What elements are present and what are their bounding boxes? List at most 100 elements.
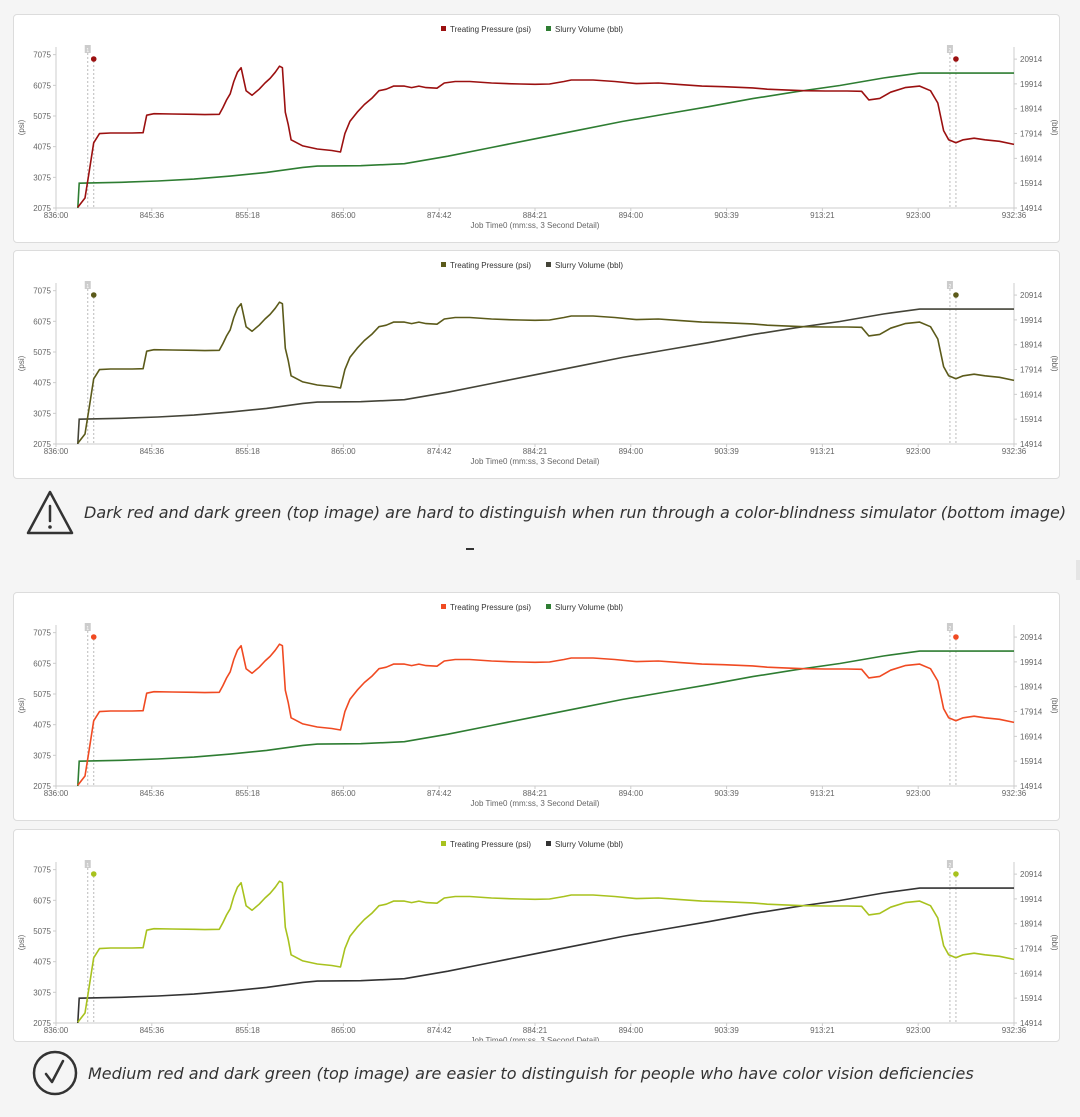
legend-label-pressure: Treating Pressure (psi) [450, 25, 531, 34]
event-marker-dot [90, 871, 97, 877]
chart-2: Treating Pressure (psi) Slurry Volume (bb… [17, 261, 1059, 466]
y-tick-label-left: 3075 [33, 173, 51, 182]
x-tick-label: 932:36 [1002, 211, 1027, 220]
chart-panel-2: Treating Pressure (psi) Slurry Volume (bb… [13, 250, 1060, 479]
y-axis-title-right: (bbl) [1050, 355, 1059, 371]
event-marker-flag [84, 281, 91, 289]
event-marker-flag [84, 623, 91, 631]
y-tick-label-right: 16914 [1020, 154, 1043, 163]
event-marker-flag [946, 281, 953, 289]
x-tick-label: 836:00 [44, 447, 69, 456]
series-line-treating-pressure [77, 301, 1015, 444]
y-tick-label-right: 15914 [1020, 757, 1043, 766]
y-tick-label-left: 6075 [33, 81, 51, 90]
x-tick-label: 903:39 [714, 211, 739, 220]
legend-label-volume: Slurry Volume (bbl) [555, 603, 623, 612]
legend-label-pressure: Treating Pressure (psi) [450, 840, 531, 849]
x-tick-label: 836:00 [44, 1026, 69, 1035]
legend-swatch-volume [546, 841, 551, 846]
y-tick-label-right: 20914 [1020, 55, 1043, 64]
y-tick-label-left: 2075 [33, 440, 51, 449]
x-tick-label: 923:00 [906, 447, 931, 456]
y-axis-title-left: (psi) [17, 697, 26, 713]
x-tick-label: 913:21 [810, 789, 835, 798]
legend-swatch-pressure [441, 604, 446, 609]
x-tick-label: 923:00 [906, 1026, 931, 1035]
x-tick-label: 913:21 [810, 211, 835, 220]
y-tick-label-right: 20914 [1020, 870, 1043, 879]
y-tick-label-right: 19914 [1020, 895, 1043, 904]
x-tick-label: 884:21 [523, 211, 548, 220]
event-marker-dot [90, 634, 97, 640]
y-tick-label-left: 5075 [33, 927, 51, 936]
y-tick-label-left: 3075 [33, 751, 51, 760]
series-line-treating-pressure [77, 65, 1015, 208]
event-marker-flag [946, 45, 953, 53]
y-tick-label-right: 18914 [1020, 920, 1043, 929]
event-marker-flag [84, 860, 91, 868]
event-marker-dot [953, 871, 959, 877]
x-tick-label: 836:00 [44, 211, 69, 220]
warning-note: Dark red and dark green (top image) are … [26, 490, 1066, 535]
x-tick-label: 923:00 [906, 789, 931, 798]
y-tick-label-right: 18914 [1020, 683, 1043, 692]
y-axis-title-right: (bbl) [1050, 934, 1059, 950]
y-tick-label-left: 4075 [33, 143, 51, 152]
y-axis-title-right: (bbl) [1050, 697, 1059, 713]
chart-4: Treating Pressure (psi) Slurry Volume (bb… [17, 840, 1059, 1041]
event-marker-label: 2 [949, 48, 952, 54]
event-marker-label: 1 [86, 284, 89, 290]
event-marker-label: 2 [949, 626, 952, 632]
separator-mark [466, 548, 474, 550]
event-marker-label: 2 [949, 284, 952, 290]
x-tick-label: 855:18 [235, 1026, 260, 1035]
x-tick-label: 932:36 [1002, 1026, 1027, 1035]
y-tick-label-right: 14914 [1020, 1019, 1043, 1028]
event-marker-label: 1 [86, 48, 89, 54]
chart-panel-1: Treating Pressure (psi) Slurry Volume (bb… [13, 14, 1060, 243]
x-tick-label: 884:21 [523, 447, 548, 456]
ok-note: Medium red and dark green (top image) ar… [32, 1050, 1062, 1096]
y-tick-label-right: 17914 [1020, 945, 1043, 954]
y-tick-label-left: 4075 [33, 379, 51, 388]
event-marker-flag [946, 623, 953, 631]
x-axis-title: Job Time0 (mm:ss, 3 Second Detail) [471, 457, 600, 466]
event-marker-dot [90, 292, 97, 298]
legend-label-pressure: Treating Pressure (psi) [450, 261, 531, 270]
y-tick-label-left: 6075 [33, 317, 51, 326]
x-tick-label: 894:00 [619, 447, 644, 456]
series-line-treating-pressure [77, 643, 1015, 786]
x-tick-label: 903:39 [714, 789, 739, 798]
x-tick-label: 913:21 [810, 1026, 835, 1035]
series-line-slurry-volume [77, 650, 1014, 787]
x-axis-title: Job Time0 (mm:ss, 3 Second Detail) [471, 221, 600, 230]
x-tick-label: 903:39 [714, 1026, 739, 1035]
y-tick-label-left: 2075 [33, 1019, 51, 1028]
y-tick-label-right: 15914 [1020, 415, 1043, 424]
x-tick-label: 845:36 [140, 789, 165, 798]
x-tick-label: 903:39 [714, 447, 739, 456]
y-tick-label-left: 7075 [33, 287, 51, 296]
y-tick-label-left: 7075 [33, 51, 51, 60]
y-tick-label-right: 19914 [1020, 658, 1043, 667]
series-line-slurry-volume [77, 887, 1014, 1024]
series-line-treating-pressure [77, 880, 1015, 1023]
y-tick-label-left: 5075 [33, 348, 51, 357]
y-axis-title-left: (psi) [17, 934, 26, 950]
x-tick-label: 865:00 [331, 447, 356, 456]
x-tick-label: 913:21 [810, 447, 835, 456]
event-marker-label: 1 [86, 626, 89, 632]
x-tick-label: 874:42 [427, 1026, 452, 1035]
y-tick-label-right: 17914 [1020, 366, 1043, 375]
y-tick-label-right: 14914 [1020, 782, 1043, 791]
y-tick-label-right: 18914 [1020, 105, 1043, 114]
checkmark-circle-icon [32, 1050, 78, 1096]
series-line-slurry-volume [77, 308, 1014, 445]
x-tick-label: 855:18 [235, 789, 260, 798]
legend-label-volume: Slurry Volume (bbl) [555, 261, 623, 270]
y-tick-label-right: 20914 [1020, 291, 1043, 300]
y-axis-title-left: (psi) [17, 119, 26, 135]
y-tick-label-right: 15914 [1020, 994, 1043, 1003]
chart-panel-3: Treating Pressure (psi) Slurry Volume (bb… [13, 592, 1060, 821]
y-tick-label-right: 19914 [1020, 80, 1043, 89]
